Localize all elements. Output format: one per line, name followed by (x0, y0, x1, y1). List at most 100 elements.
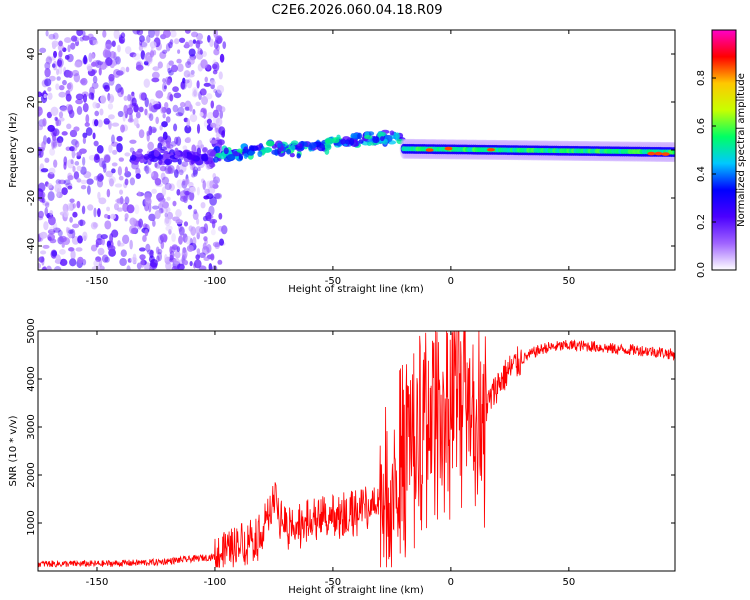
heatmap-cell (72, 203, 76, 209)
heatmap-cell (183, 79, 190, 84)
heatmap-cell (161, 121, 168, 128)
heatmap-cell (209, 180, 215, 189)
colorbar: 0.0 0.2 0.4 0.6 0.8 Normalized spectral ampl… (696, 29, 747, 278)
heatmap-cell (179, 101, 186, 108)
heatmap-cell (200, 201, 206, 209)
heatmap-cell (199, 88, 207, 96)
heatmap-cell (164, 216, 170, 224)
heatmap-cell (672, 149, 675, 155)
heatmap-cell (115, 198, 123, 204)
heatmap-cell (173, 258, 180, 265)
heatmap-cell (111, 141, 119, 147)
snr-series-line (38, 331, 675, 568)
heatmap-cell (115, 83, 122, 93)
heatmap-cell (55, 254, 61, 264)
heatmap-cell (171, 265, 179, 270)
heatmap-cell (51, 250, 57, 257)
heatmap-cell (72, 223, 80, 229)
heatmap-cell (124, 213, 129, 220)
heatmap-cell (80, 185, 87, 190)
heatmap-cell (83, 171, 92, 179)
heatmap-cell (151, 77, 160, 83)
heatmap-cell (175, 209, 182, 218)
heatmap-cell (181, 161, 189, 167)
heatmap-cell (144, 97, 149, 108)
heatmap-cell (349, 137, 355, 146)
heatmap-cell (86, 185, 91, 195)
heatmap-cell (67, 185, 73, 190)
heatmap-cell (82, 136, 87, 145)
heatmap-cell (70, 250, 76, 260)
heatmap-cell (166, 78, 171, 86)
heatmap-cell (206, 112, 214, 119)
heatmap-cell (654, 151, 663, 156)
heatmap-cell (209, 218, 218, 224)
heatmap-cell (49, 226, 56, 232)
heatmap-cell (43, 93, 47, 99)
heatmap-cell (95, 241, 99, 248)
heatmap-cell (308, 144, 313, 151)
heatmap-cell (70, 42, 76, 50)
heatmap-cell (38, 146, 42, 156)
heatmap-cell (188, 181, 194, 188)
heatmap-cell (56, 57, 64, 68)
heatmap-cell (146, 132, 150, 142)
heatmap-cell (166, 142, 171, 149)
heatmap-cell (119, 189, 124, 195)
heatmap-cell (90, 244, 98, 252)
heatmap-cell (58, 111, 64, 119)
heatmap-cell (157, 248, 163, 255)
heatmap-cell (56, 68, 60, 76)
heatmap-cell (82, 156, 86, 166)
heatmap-cell (146, 249, 155, 255)
heatmap-cell (647, 151, 656, 156)
heatmap-cell (236, 148, 244, 153)
heatmap-cell (63, 210, 69, 218)
colorbar-tick-label: 0.8 (696, 70, 707, 86)
heatmap-cell (191, 173, 196, 178)
heatmap-cell (104, 154, 111, 163)
heatmap-cell (193, 209, 198, 215)
heatmap-cell (76, 30, 83, 37)
heatmap-cell (200, 144, 205, 149)
heatmap-cell (111, 122, 120, 127)
heatmap-cell (182, 178, 186, 186)
heatmap-cell (77, 219, 86, 226)
heatmap-cell (192, 166, 199, 175)
heatmap-cell (219, 238, 225, 246)
heatmap-cell (132, 53, 141, 61)
heatmap-cell (207, 35, 211, 43)
heatmap-cell (168, 183, 175, 191)
heatmap-cell (103, 118, 110, 125)
snr-xtick-label: -50 (325, 577, 341, 588)
heatmap-cell (265, 140, 275, 147)
heatmap-cell (215, 133, 222, 138)
heatmap-cell (175, 112, 184, 117)
heatmap-cell (71, 69, 80, 77)
heatmap-cell (44, 67, 51, 78)
heatmap-cell (66, 82, 72, 90)
heatmap-cell (202, 50, 207, 57)
heatmap-cell (73, 126, 80, 132)
colorbar-tick-label: 0.6 (696, 118, 707, 134)
heatmap-cell (205, 211, 212, 222)
heatmap-cell (63, 179, 71, 186)
heatmap-cell (59, 105, 68, 111)
heatmap-cell (65, 182, 73, 188)
heatmap-cell (105, 57, 113, 66)
heatmap-cell (38, 106, 43, 116)
heatmap-cell (107, 92, 111, 102)
heatmap-cell (91, 82, 99, 90)
heatmap-cell (94, 110, 100, 117)
heatmap-cell (196, 186, 200, 196)
heatmap-cell (51, 40, 59, 48)
heatmap-cell (93, 207, 97, 218)
heatmap-ylabel: Frequency (Hz) (8, 112, 19, 188)
heatmap-cell (135, 111, 141, 119)
heatmap-cell (140, 257, 145, 268)
heatmap-cell (171, 244, 178, 250)
heatmap-cell (49, 209, 54, 216)
heatmap-cell (176, 58, 182, 64)
heatmap-cell (136, 30, 144, 36)
heatmap-cell (203, 256, 210, 262)
